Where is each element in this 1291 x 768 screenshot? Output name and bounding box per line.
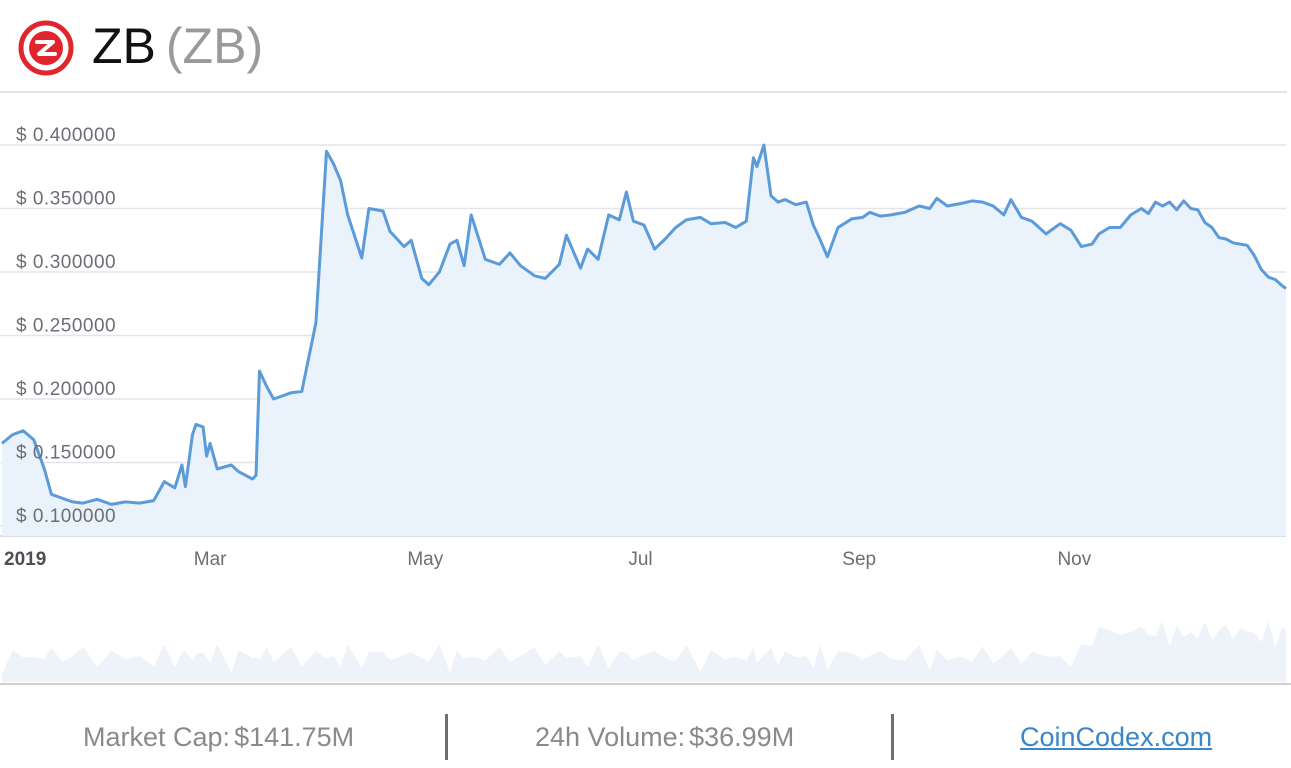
coincodex-link[interactable]: CoinCodex.com [1020,722,1213,752]
y-tick-label: $ 0.150000 [16,443,116,464]
stat-separator [891,714,894,760]
footer-divider [0,683,1291,685]
stats-footer: Market Cap: $141.75M 24h Volume: $36.99M C… [0,690,1291,768]
market-cap-value: $141.75M [234,722,355,752]
volume-value: $36.99M [689,722,795,752]
x-tick-label: 2019 [4,549,46,570]
x-tick-label: Mar [194,549,227,570]
volume-silhouette [2,620,1286,682]
market-cap-label: Market Cap: [83,722,231,752]
price-line-group[interactable] [1,143,1287,506]
y-tick-label: $ 0.350000 [16,189,116,210]
x-tick-label: Nov [1057,549,1091,570]
coin-symbol: (ZB) [165,18,264,74]
page-title: ZB (ZB) [92,14,263,78]
volume-label: 24h Volume: [535,722,686,752]
y-tick-label: $ 0.400000 [16,125,116,146]
zb-logo-icon [18,20,74,76]
market-cap: Market Cap: $141.75M [83,722,354,753]
price-line[interactable] [1,143,1287,506]
x-tick-label: Jul [628,549,652,570]
chart-header: ZB (ZB) [0,0,1291,92]
price-area-fill [2,145,1286,536]
x-axis-labels: 2019 Mar May Jul Sep Nov [4,549,1092,570]
x-tick-label: May [407,549,443,570]
y-tick-label: $ 0.100000 [16,506,116,527]
y-tick-label: $ 0.300000 [16,252,116,273]
price-chart[interactable]: $ 0.100000 $ 0.150000 $ 0.200000 $ 0.250000… [0,92,1291,690]
y-axis-labels: $ 0.100000 $ 0.150000 $ 0.200000 $ 0.250000… [16,125,116,527]
y-tick-label: $ 0.250000 [16,316,116,337]
volume-24h: 24h Volume: $36.99M [535,722,794,753]
price-area [2,145,1286,536]
x-tick-label: Sep [842,549,876,570]
volume-area [2,620,1286,682]
y-tick-label: $ 0.200000 [16,379,116,400]
stat-separator [445,714,448,760]
coin-name: ZB [92,18,156,74]
header-divider [0,91,1287,93]
